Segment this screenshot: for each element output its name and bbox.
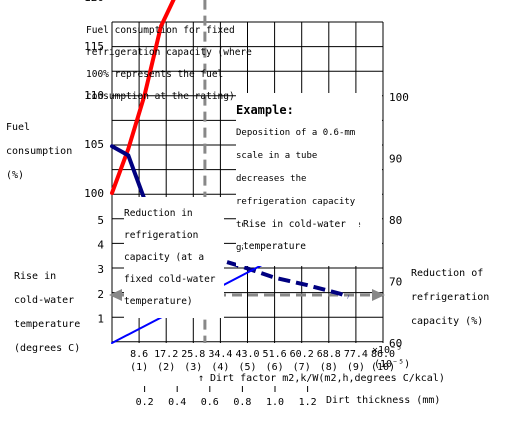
reduction-note-line: capacity (at a	[124, 252, 205, 263]
dirt-factor-index-label: (5)	[238, 362, 256, 373]
reduction-note-line: refrigeration	[124, 230, 199, 241]
dirt-factor-index-label: (8)	[320, 362, 338, 373]
rise-tick-label: 5	[97, 214, 104, 227]
reduction-axis-label-line: refrigeration	[411, 292, 490, 303]
reduction-series-note: Reduction in refrigeration capacity (at …	[124, 197, 224, 318]
dirt-factor-index-label: (9)	[347, 362, 365, 373]
fuel-axis-label-line: consumption	[6, 146, 73, 157]
rise-axis-label: Rise in cold-water temperature (degrees …	[14, 259, 80, 367]
dirt-factor-multiplier: ×10⁻⁵	[372, 345, 403, 356]
example-title: Example:	[236, 102, 294, 117]
rise-axis-ticks: 1 2 3 4 5	[97, 214, 104, 325]
thickness-tick-label: 0.8	[233, 397, 251, 408]
thickness-tick-label: 1.2	[299, 397, 317, 408]
example-line: Deposition of a 0.6-mm	[236, 127, 356, 138]
thickness-axis-ticks: 0.2 0.4 0.6 0.8 1.0 1.2	[136, 386, 317, 408]
reduction-axis-label-line: Reduction of	[411, 268, 484, 279]
dirt-factor-index-label: (1)	[130, 362, 148, 373]
dirt-factor-tick-label: 86.0	[371, 349, 395, 360]
fuel-axis-label: Fuel consumption (%)	[6, 110, 72, 194]
fuel-axis-ticks: 100105110115120125	[84, 0, 104, 200]
reduction-note-line: fixed cold-water	[124, 274, 216, 285]
rise-axis-label-line: Rise in	[14, 271, 57, 282]
rise-note-line: temperature	[243, 241, 306, 252]
dirt-factor-tick-label: 17.2	[154, 349, 178, 360]
dirt-factor-axis-label: ↑ Dirt factor m2,k/W(m2,h,degrees C/kcal…	[198, 373, 445, 384]
rise-tick-label: 1	[97, 312, 104, 325]
fuel-tick-label: 120	[84, 0, 104, 4]
thickness-axis-label: Dirt thickness (mm)	[326, 395, 441, 406]
rise-axis-label-line: cold-water	[14, 295, 75, 306]
dirt-factor-tick-label: 43.0	[235, 349, 259, 360]
fuel-tick-label: 100	[84, 187, 104, 200]
dirt-factor-index-label: (3)	[184, 362, 202, 373]
rise-axis-label-line: temperature	[14, 319, 81, 330]
dirt-factor-exponent: (10⁻⁵)	[374, 359, 411, 370]
fuel-axis-label-line: (%)	[6, 170, 25, 181]
thickness-tick-label: 0.2	[136, 397, 154, 408]
example-line: refrigeration capacity	[236, 196, 356, 207]
rise-axis-label-line: (degrees C)	[14, 343, 81, 354]
dirt-factor-index-label: (10)	[371, 362, 395, 373]
fuel-axis-label-line: Fuel	[6, 122, 31, 133]
example-reduction-arrowhead	[372, 289, 385, 302]
fuel-tick-label: 105	[84, 138, 104, 151]
rise-tick-label: 3	[97, 263, 104, 276]
fuel-tick-label: 110	[84, 89, 104, 102]
dirt-factor-tick-label: 25.8	[181, 349, 205, 360]
example-line: decreases the	[236, 173, 307, 184]
dirt-factor-tick-label: 8.6	[130, 349, 148, 360]
dirt-factor-index-label: (6)	[266, 362, 284, 373]
reduction-axis-label: Reduction of refrigeration capacity (%)	[411, 256, 489, 340]
reduction-tick-label: 60	[389, 337, 402, 350]
rise-tick-label: 4	[97, 239, 104, 252]
example-rise-arrowhead	[109, 289, 122, 302]
thickness-tick-label: 0.4	[168, 397, 186, 408]
dirt-factor-tick-label: 60.2	[290, 349, 314, 360]
dirt-factor-tick-label: 68.8	[317, 349, 341, 360]
fuel-note-line: Fuel consumption for fixed	[86, 25, 235, 36]
reduction-tick-label: 100	[389, 91, 409, 104]
dirt-factor-axis-ticks: 8.6 (1) 17.2 (2) 25.8 (3) 34.4 (4) 43.0 (5) 51.6 (6…	[130, 349, 395, 373]
rise-tick-label: 2	[97, 288, 104, 301]
reduction-note-line: Reduction in	[124, 208, 193, 219]
reduction-axis-ticks: 60 70 80 90 100	[389, 91, 409, 350]
reduction-tick-label: 70	[389, 276, 402, 289]
rise-series-note: Rise in cold-water temperature	[243, 208, 359, 263]
reduction-note-line: temperature)	[124, 296, 193, 307]
rise-note-line: Rise in cold-water	[243, 219, 346, 230]
dirt-factor-index-label: (2)	[157, 362, 175, 373]
example-line: scale in a tube	[236, 150, 318, 161]
fuel-note-line: 100% represents the fuel	[86, 69, 224, 80]
thickness-tick-label: 1.0	[266, 397, 284, 408]
thickness-tick-label: 0.6	[201, 397, 219, 408]
fuel-note-line: consumption at the rating)	[86, 91, 235, 102]
fuel-tick-label: 115	[84, 40, 104, 53]
fuel-note-line: refrigeration capacity (where	[86, 47, 252, 58]
series-line-fuel	[110, 0, 176, 195]
dirt-factor-tick-label: 77.4	[344, 349, 368, 360]
dirt-factor-index-label: (7)	[293, 362, 311, 373]
reduction-tick-label: 80	[389, 214, 402, 227]
dirt-factor-tick-label: 34.4	[208, 349, 232, 360]
fuel-series-note: Fuel consumption for fixed refrigeration…	[86, 14, 252, 113]
reduction-axis-label-line: capacity (%)	[411, 316, 484, 327]
dirt-factor-tick-label: 51.6	[263, 349, 287, 360]
dirt-factor-index-label: (4)	[211, 362, 229, 373]
reduction-tick-label: 90	[389, 153, 402, 166]
